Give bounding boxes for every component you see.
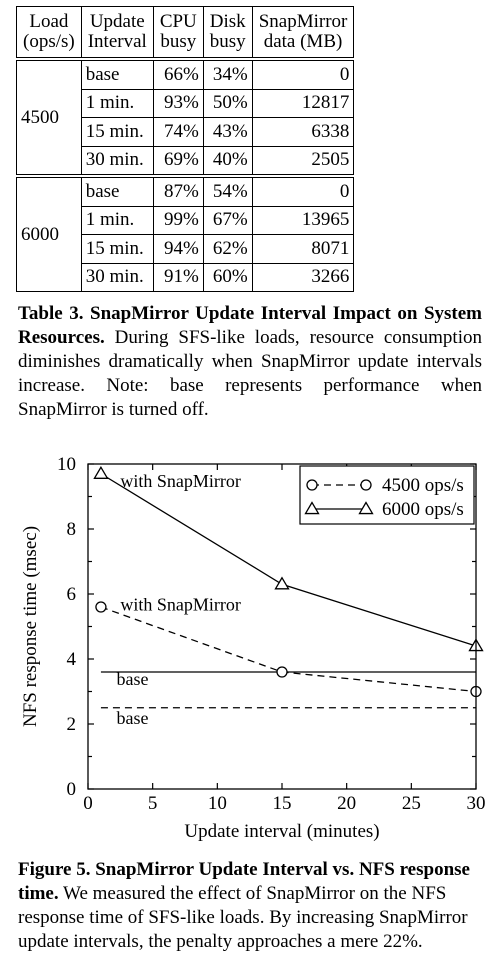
interval-cell: 1 min. [80,205,154,235]
x-tick-label: 0 [83,793,93,814]
table-row: 30 min. 91% 60% 3266 [17,262,355,292]
interval-cell: 15 min. [80,117,154,147]
disk-cell: 50% [202,88,253,118]
annotation-label: with SnapMirror [120,471,241,491]
load-cell: 4500 [16,58,82,177]
x-tick-label: 20 [337,793,356,814]
disk-cell: 34% [202,58,253,90]
series-line-1 [100,606,477,693]
data-point-circle [95,601,107,613]
y-axis-label: NFS response time (msec) [20,526,41,727]
legend-marker [304,501,320,515]
legend-marker [360,479,372,491]
load-cell: 6000 [16,175,82,292]
cpu-cell: 69% [152,145,204,177]
y-tick-label: 4 [67,649,77,670]
annotation-label: with SnapMirror [120,594,241,614]
header-disk: Disk busy [202,6,253,60]
table-row: 30 min. 69% 40% 2505 [17,145,355,177]
snapmirror-data-cell: 3266 [251,262,355,292]
x-tick-label: 10 [208,793,227,814]
cpu-cell: 66% [152,58,204,90]
y-tick-label: 0 [67,779,77,800]
annotation-label: base [116,669,148,689]
table-row: 15 min. 74% 43% 6338 [17,117,355,147]
y-tick-label: 6 [67,584,77,605]
table-caption-text: During SFS-like loads, resource consumpt… [18,327,482,420]
cpu-cell: 99% [152,205,204,235]
disk-cell: 60% [202,262,253,292]
cpu-cell: 91% [152,262,204,292]
snapmirror-data-cell: 12817 [251,88,355,118]
legend-label: 6000 ops/s [382,499,464,520]
disk-cell: 43% [202,117,253,147]
table-row: 6000 base 87% 54% 0 [16,175,355,292]
header-interval: Update Interval [80,6,154,60]
cpu-cell: 87% [152,175,204,207]
table-row: 1 min. 93% 50% 12817 [17,88,355,118]
snapmirror-data-cell: 13965 [251,205,355,235]
x-axis-label: Update interval (minutes) [184,821,379,842]
data-point-triangle [274,576,290,590]
results-table: Load (ops/s) Update Interval CPU busy Disk b… [16,6,355,292]
legend-marker [306,479,318,491]
x-tick-label: 5 [148,793,158,814]
disk-cell: 67% [202,205,253,235]
disk-cell: 62% [202,234,253,264]
legend-box [299,465,475,525]
x-tick-label: 30 [467,793,486,814]
legend: 4500 ops/s 6000 ops/s [299,465,475,525]
legend-label: 4500 ops/s [382,475,464,496]
figure-caption-title: Figure 5. SnapMirror Update Interval vs.… [18,859,470,904]
table-caption-title: Table 3. SnapMirror Update Interval Impa… [18,303,482,348]
header-snapmirror-data: SnapMirror data (MB) [251,6,355,60]
response-time-chart: 0 5 10 15 20 25 30 0 2 4 6 8 10 with SnapMirror with S… [20,454,486,842]
y-tick-label: 8 [67,519,77,540]
y-tick-label: 10 [57,454,76,475]
figure-caption: Figure 5. SnapMirror Update Interval vs.… [18,858,482,954]
interval-cell: 1 min. [80,88,154,118]
y-tick-label: 2 [67,714,77,735]
table-row: 4500 base 66% 34% 0 [16,58,355,177]
figure-caption-text: We measured the effect of SnapMirror on … [18,883,468,952]
interval-cell: base [80,58,154,90]
cpu-cell: 93% [152,88,204,118]
snapmirror-data-cell: 0 [251,175,355,207]
cpu-cell: 74% [152,117,204,147]
disk-cell: 54% [202,175,253,207]
cpu-cell: 94% [152,234,204,264]
x-tick-label: 25 [402,793,421,814]
annotation-label: base [116,708,148,728]
plot-frame [87,463,477,790]
table-row: 15 min. 94% 62% 8071 [17,234,355,264]
interval-cell: 30 min. [80,262,154,292]
table-row: 1 min. 99% 67% 13965 [17,205,355,235]
x-tick-label: 15 [273,793,292,814]
table-caption: Table 3. SnapMirror Update Interval Impa… [18,302,482,422]
snapmirror-data-cell: 2505 [251,145,355,177]
interval-cell: base [80,175,154,207]
disk-cell: 40% [202,145,253,177]
interval-cell: 15 min. [80,234,154,264]
legend-marker [358,501,374,515]
data-point-triangle [93,465,109,479]
interval-cell: 30 min. [80,145,154,177]
table-header-row: Load (ops/s) Update Interval CPU busy Disk b… [16,6,355,60]
header-load: Load (ops/s) [16,6,82,60]
snapmirror-data-cell: 6338 [251,117,355,147]
data-point-circle [276,666,288,678]
snapmirror-data-cell: 0 [251,58,355,90]
snapmirror-data-cell: 8071 [251,234,355,264]
header-cpu: CPU busy [152,6,204,60]
